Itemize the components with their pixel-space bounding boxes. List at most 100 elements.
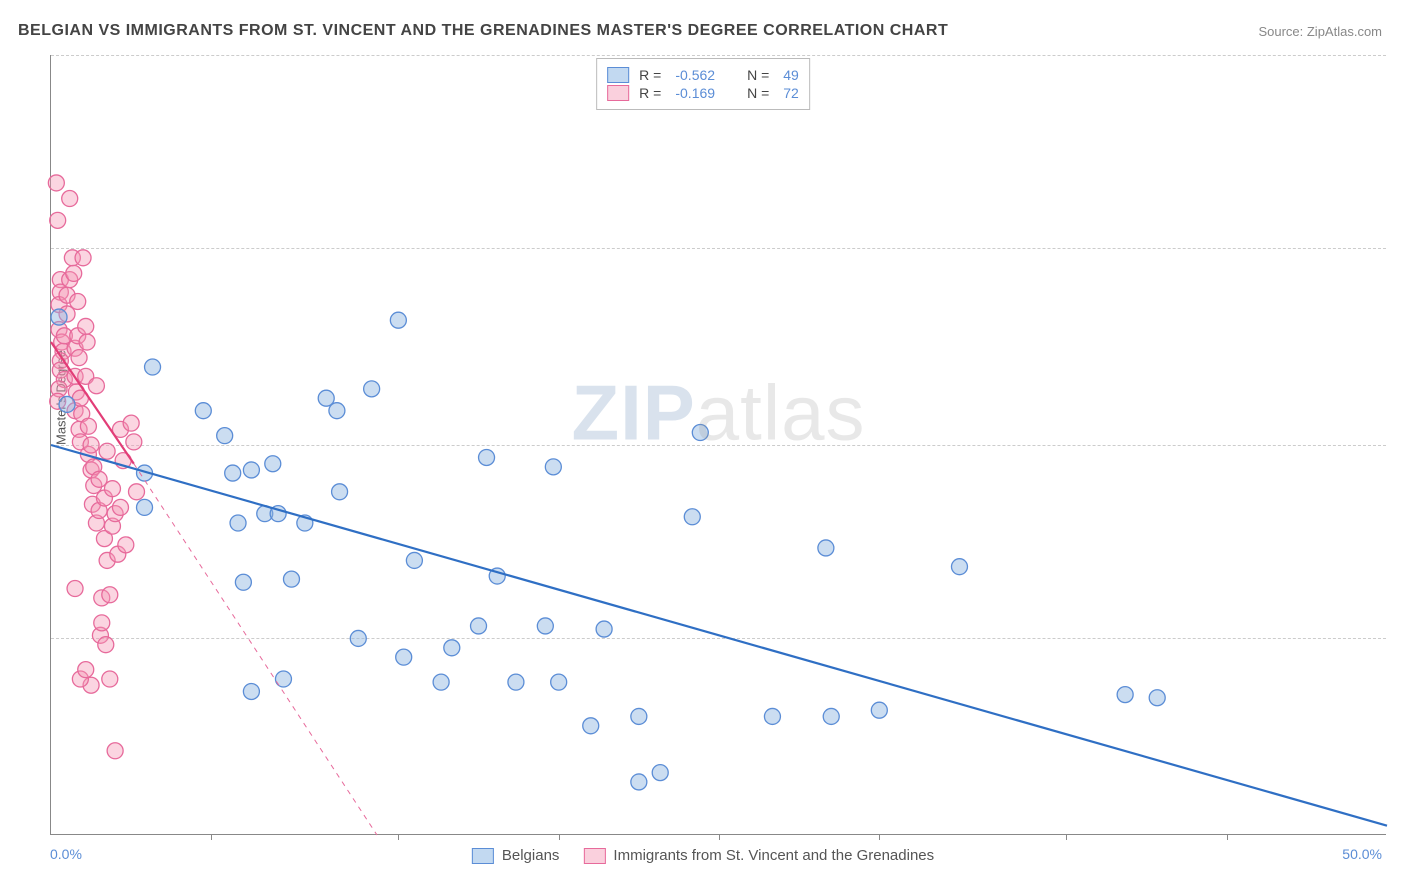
scatter-point	[537, 618, 553, 634]
legend-item: Immigrants from St. Vincent and the Gren…	[583, 847, 934, 864]
scatter-point	[123, 415, 139, 431]
scatter-point	[137, 499, 153, 515]
correlation-legend: R = -0.562 N = 49R = -0.169 N = 72	[596, 58, 810, 110]
scatter-point	[390, 312, 406, 328]
scatter-point	[243, 683, 259, 699]
scatter-point	[243, 462, 259, 478]
scatter-point	[479, 449, 495, 465]
scatter-point	[50, 212, 66, 228]
scatter-point	[75, 250, 91, 266]
scatter-point	[51, 309, 67, 325]
scatter-point	[78, 662, 94, 678]
legend-swatch	[607, 85, 629, 101]
scatter-point	[67, 581, 83, 597]
scatter-point	[71, 350, 87, 366]
legend-row: R =-0.169N =72	[607, 85, 799, 101]
scatter-point	[107, 743, 123, 759]
scatter-point	[444, 640, 460, 656]
legend-n-value: 49	[783, 67, 799, 83]
scatter-point	[1149, 690, 1165, 706]
x-tick-mark	[1227, 834, 1228, 840]
legend-item: Belgians	[472, 847, 560, 864]
scatter-point	[118, 537, 134, 553]
scatter-point	[406, 552, 422, 568]
scatter-point	[59, 396, 75, 412]
scatter-point	[551, 674, 567, 690]
chart-svg	[51, 55, 1386, 834]
scatter-point	[818, 540, 834, 556]
scatter-point	[235, 574, 251, 590]
scatter-point	[80, 418, 96, 434]
scatter-point	[79, 334, 95, 350]
scatter-point	[332, 484, 348, 500]
scatter-point	[764, 708, 780, 724]
series-legend: Belgians Immigrants from St. Vincent and …	[472, 847, 934, 864]
trend-line-belgians	[51, 445, 1387, 826]
y-tick-label: 12.5%	[1396, 437, 1406, 453]
x-axis-origin: 0.0%	[50, 846, 82, 862]
scatter-point	[350, 630, 366, 646]
scatter-point	[217, 428, 233, 444]
scatter-point	[692, 425, 708, 441]
scatter-point	[684, 509, 700, 525]
y-tick-label: 18.8%	[1396, 240, 1406, 256]
scatter-point	[275, 671, 291, 687]
scatter-point	[126, 434, 142, 450]
x-tick-mark	[398, 834, 399, 840]
source-label: Source: ZipAtlas.com	[1258, 24, 1382, 39]
x-tick-mark	[1066, 834, 1067, 840]
y-tick-label: 6.3%	[1396, 630, 1406, 646]
scatter-point	[631, 774, 647, 790]
scatter-point	[83, 437, 99, 453]
x-tick-mark	[719, 834, 720, 840]
legend-r-label: R =	[639, 67, 661, 83]
scatter-point	[823, 708, 839, 724]
x-tick-mark	[879, 834, 880, 840]
scatter-point	[78, 318, 94, 334]
x-axis-max: 50.0%	[1342, 846, 1382, 862]
legend-r-value: -0.169	[675, 85, 715, 101]
plot-area: Master's Degree 6.3%12.5%18.8%25.0% ZIPa…	[50, 55, 1386, 835]
scatter-point	[871, 702, 887, 718]
scatter-point	[433, 674, 449, 690]
legend-r-value: -0.562	[675, 67, 715, 83]
scatter-point	[652, 765, 668, 781]
scatter-point	[94, 615, 110, 631]
scatter-point	[66, 265, 82, 281]
scatter-point	[631, 708, 647, 724]
legend-label: Immigrants from St. Vincent and the Gren…	[613, 847, 934, 864]
scatter-point	[329, 403, 345, 419]
x-tick-mark	[559, 834, 560, 840]
scatter-point	[195, 403, 211, 419]
scatter-point	[545, 459, 561, 475]
scatter-point	[364, 381, 380, 397]
scatter-point	[596, 621, 612, 637]
legend-n-label: N =	[747, 67, 769, 83]
scatter-point	[396, 649, 412, 665]
legend-swatch	[472, 848, 494, 864]
trend-line-svg-dashed	[134, 464, 377, 835]
legend-label: Belgians	[502, 847, 560, 864]
scatter-point	[145, 359, 161, 375]
scatter-point	[471, 618, 487, 634]
scatter-point	[112, 499, 128, 515]
scatter-point	[88, 378, 104, 394]
legend-row: R = -0.562 N = 49	[607, 67, 799, 83]
chart-title: BELGIAN VS IMMIGRANTS FROM ST. VINCENT A…	[18, 22, 948, 40]
scatter-point	[62, 191, 78, 207]
legend-swatch	[583, 848, 605, 864]
legend-swatch	[607, 67, 629, 83]
scatter-point	[99, 443, 115, 459]
x-tick-mark	[211, 834, 212, 840]
scatter-point	[1117, 687, 1133, 703]
scatter-point	[98, 637, 114, 653]
scatter-point	[102, 587, 118, 603]
scatter-point	[129, 484, 145, 500]
scatter-point	[48, 175, 64, 191]
scatter-point	[283, 571, 299, 587]
legend-n-value: 72	[783, 85, 799, 101]
legend-n-label: N =	[747, 85, 769, 101]
scatter-point	[508, 674, 524, 690]
scatter-point	[225, 465, 241, 481]
y-tick-label: 25.0%	[1396, 47, 1406, 63]
